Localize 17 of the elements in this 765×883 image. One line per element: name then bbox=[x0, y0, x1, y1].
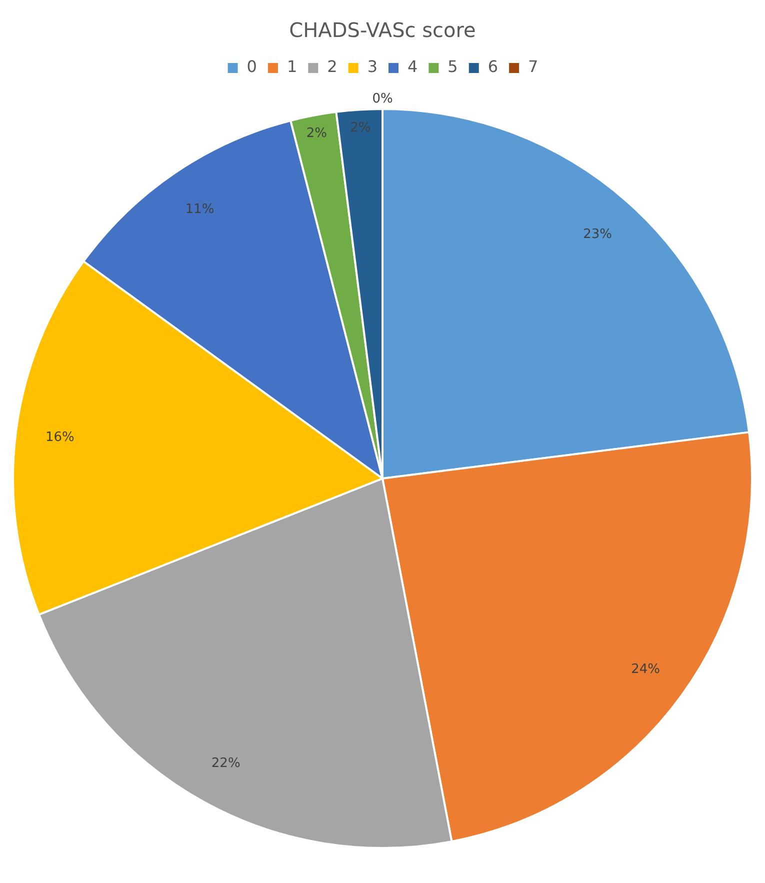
text: 0% bbox=[372, 91, 393, 106]
data-label: 24% bbox=[631, 662, 660, 677]
chart-title: CHADS-VASc score bbox=[289, 18, 476, 42]
legend-label: 0 bbox=[246, 57, 257, 76]
data-label: 22% bbox=[211, 756, 240, 771]
data-label: 16% bbox=[45, 430, 74, 446]
data-label: 23% bbox=[583, 226, 612, 242]
legend-label: 7 bbox=[528, 57, 538, 76]
legend-label: 3 bbox=[367, 57, 378, 76]
legend-label: 6 bbox=[488, 57, 498, 76]
legend-label: 1 bbox=[286, 57, 298, 76]
data-label: 2% bbox=[306, 126, 328, 142]
data-label: 11% bbox=[185, 202, 214, 217]
legend-label: 4 bbox=[408, 57, 418, 76]
legend-label: 2 bbox=[327, 57, 338, 76]
data-label: 2% bbox=[350, 120, 371, 136]
legend-label: 5 bbox=[448, 57, 458, 76]
